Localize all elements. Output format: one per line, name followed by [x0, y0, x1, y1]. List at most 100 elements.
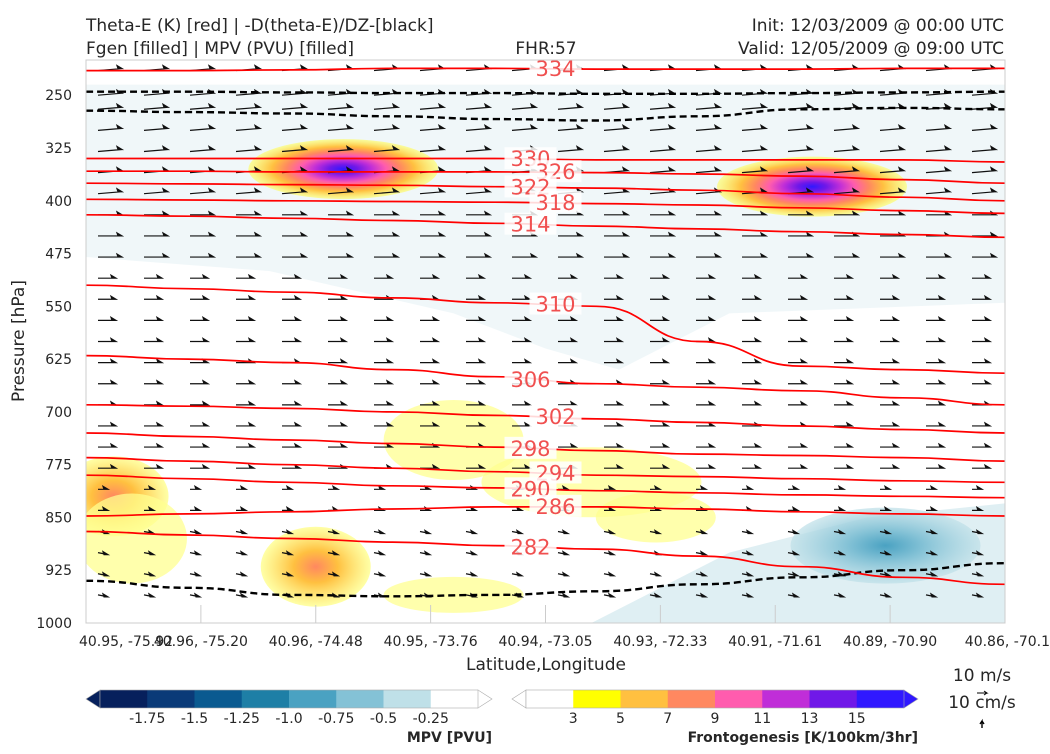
fgen-colorbar-outline	[525, 689, 905, 709]
chart-title-line2: Fgen [filled] | MPV (PVU) [filled]	[86, 39, 354, 59]
wind-vector	[512, 273, 533, 279]
theta-e-label-bg	[529, 292, 582, 315]
wind-vector	[557, 145, 585, 153]
wind-vector	[466, 463, 487, 469]
wind-vector	[972, 231, 999, 237]
mpv-colorbar-box	[241, 690, 290, 708]
wind-vector	[189, 145, 217, 153]
wind-vector	[190, 316, 211, 321]
wind-vector	[419, 529, 433, 535]
wind-vector	[695, 571, 709, 577]
wind-vector	[328, 358, 349, 364]
x-tick-label: 40.95, -75.92	[79, 634, 173, 650]
wind-vector	[604, 210, 631, 216]
wind-vector	[742, 484, 755, 490]
y-tick-label: 325	[45, 141, 72, 157]
wind-vector	[465, 124, 493, 131]
fgen-colorbar-box	[573, 690, 621, 708]
wind-vector	[557, 124, 585, 131]
wind-vector	[880, 442, 901, 448]
wind-vector	[650, 294, 671, 300]
wind-vector	[374, 358, 395, 364]
wind-vector	[604, 463, 625, 469]
wind-vector	[972, 463, 993, 469]
wind-vector	[190, 358, 211, 364]
wind-vector	[511, 529, 525, 535]
wind-vector	[650, 316, 671, 321]
wind-vector	[788, 316, 809, 321]
mpv-colorbar-tick: -1.0	[275, 711, 302, 727]
wind-vector	[98, 421, 119, 427]
wind-vector	[327, 187, 355, 195]
wind-vector	[374, 442, 395, 448]
wind-vector	[971, 571, 985, 577]
wind-vector	[925, 592, 939, 598]
wind-vector	[834, 421, 855, 427]
wind-vector	[236, 484, 249, 490]
wind-vector	[787, 529, 801, 535]
wind-vector	[834, 316, 855, 321]
wind-vector	[741, 529, 755, 535]
wind-vector	[741, 550, 755, 556]
wind-vector	[190, 210, 217, 216]
wind-vector	[374, 337, 395, 343]
mpv-colorbar-tick: -1.25	[224, 711, 260, 727]
wind-vector	[236, 337, 257, 343]
wind-vector	[98, 273, 119, 279]
x-tick-label: 40.94, -73.05	[498, 634, 592, 650]
wind-vector	[879, 187, 907, 195]
wind-vector	[788, 231, 815, 237]
wind-vector	[696, 400, 717, 406]
wind-vector	[143, 592, 157, 598]
wind-vector	[420, 337, 441, 343]
wind-vector	[696, 231, 723, 237]
wind-vector	[281, 571, 295, 577]
wind-vector	[98, 294, 119, 300]
wind-vector	[236, 506, 249, 511]
wind-vector	[420, 210, 447, 216]
theta-e-label: 318	[535, 191, 575, 215]
wind-vector	[696, 379, 717, 385]
fgen-colorbar-box	[667, 690, 716, 708]
wind-vector	[281, 550, 295, 556]
wind-vector	[558, 316, 579, 321]
wind-vector	[925, 124, 953, 131]
wind-vector	[190, 231, 217, 237]
wind-vector	[98, 252, 125, 258]
wind-vector	[833, 529, 847, 535]
wind-vector	[420, 400, 441, 406]
wind-vector	[511, 124, 539, 131]
wind-vector	[236, 210, 263, 216]
wind-vector	[695, 550, 709, 556]
wind-vector	[649, 102, 677, 110]
wind-vector	[190, 294, 211, 300]
wind-vector	[972, 379, 993, 385]
theta-e-label: 286	[535, 495, 575, 519]
wind-vector	[604, 442, 625, 448]
wind-vector	[834, 210, 861, 216]
wind-vector	[327, 571, 341, 577]
wind-vector	[466, 421, 487, 427]
wind-vector	[880, 252, 907, 258]
fgen-colorbar-tick: 5	[616, 711, 625, 727]
wind-vector	[926, 463, 947, 469]
wind-vector	[696, 442, 717, 448]
wind-vector	[558, 273, 579, 279]
wind-vector	[650, 400, 671, 406]
wind-vector	[788, 252, 815, 258]
wind-vector	[373, 550, 387, 556]
wind-vector	[419, 571, 433, 577]
wind-vector	[236, 400, 257, 406]
wind-vector	[189, 102, 217, 110]
wind-vector	[604, 294, 625, 300]
wind-vector	[373, 124, 401, 131]
d-theta-e-dz-contour	[86, 90, 1005, 96]
wind-vector	[374, 421, 395, 427]
wind-vector	[143, 550, 157, 556]
wind-vector	[466, 231, 493, 237]
wind-vector	[926, 379, 947, 385]
fgen-colorbar-tick: 11	[753, 711, 771, 727]
wind-vector	[972, 484, 985, 490]
wind-vector	[604, 358, 625, 364]
wind-vector	[649, 529, 663, 535]
